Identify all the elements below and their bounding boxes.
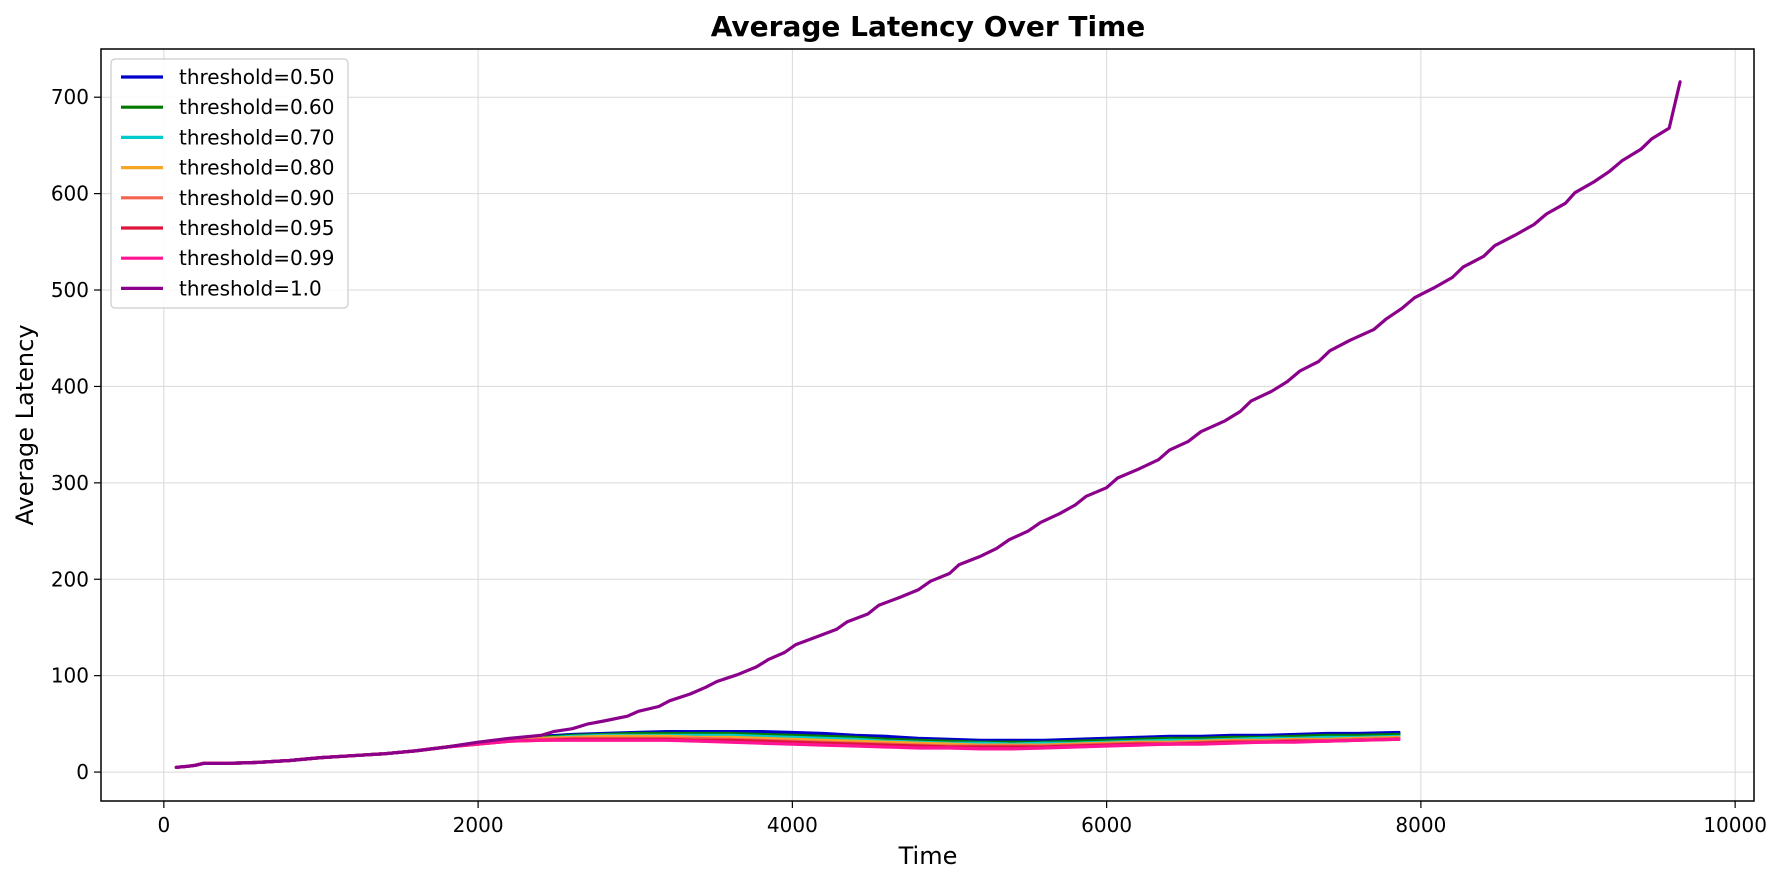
x-tick-label: 4000: [767, 813, 818, 837]
y-tick-label: 300: [51, 471, 89, 495]
legend-label-threshold-1-0: threshold=1.0: [179, 276, 322, 300]
y-tick-label: 500: [51, 278, 89, 302]
legend-label-threshold-0-50: threshold=0.50: [179, 65, 334, 89]
y-tick-label: 100: [51, 664, 89, 688]
x-tick-label: 0: [157, 813, 170, 837]
legend-label-threshold-0-60: threshold=0.60: [179, 95, 334, 119]
legend-label-threshold-0-80: threshold=0.80: [179, 156, 334, 180]
legend-label-threshold-0-70: threshold=0.70: [179, 125, 334, 149]
x-axis-label: Time: [898, 842, 958, 870]
y-tick-label: 200: [51, 567, 89, 591]
chart-title: Average Latency Over Time: [711, 10, 1146, 43]
y-tick-label: 400: [51, 374, 89, 398]
x-tick-label: 2000: [453, 813, 504, 837]
plot-area-frame: [100, 48, 1755, 802]
series-lines: [174, 80, 1682, 769]
legend-label-threshold-0-95: threshold=0.95: [179, 216, 334, 240]
y-tick-label: 0: [76, 760, 89, 784]
series-line-threshold-1-0: [174, 80, 1682, 769]
x-tick-label: 8000: [1395, 813, 1446, 837]
legend: threshold=0.50 threshold=0.60 threshold=0.…: [110, 58, 349, 309]
legend-label-threshold-0-90: threshold=0.90: [179, 186, 334, 210]
legend-frame: [110, 58, 349, 309]
y-tick-label: 600: [51, 182, 89, 206]
y-axis-label: Average Latency: [11, 324, 39, 525]
legend-label-threshold-0-99: threshold=0.99: [179, 246, 334, 270]
y-tick-label: 700: [51, 85, 89, 109]
x-tick-label: 10000: [1703, 813, 1767, 837]
x-tick-label: 6000: [1081, 813, 1132, 837]
grid-lines: [101, 49, 1754, 801]
axis-ticks: 0 2000 4000 6000 8000 10000 0 100 200 300 400 500 60…: [51, 85, 1767, 837]
